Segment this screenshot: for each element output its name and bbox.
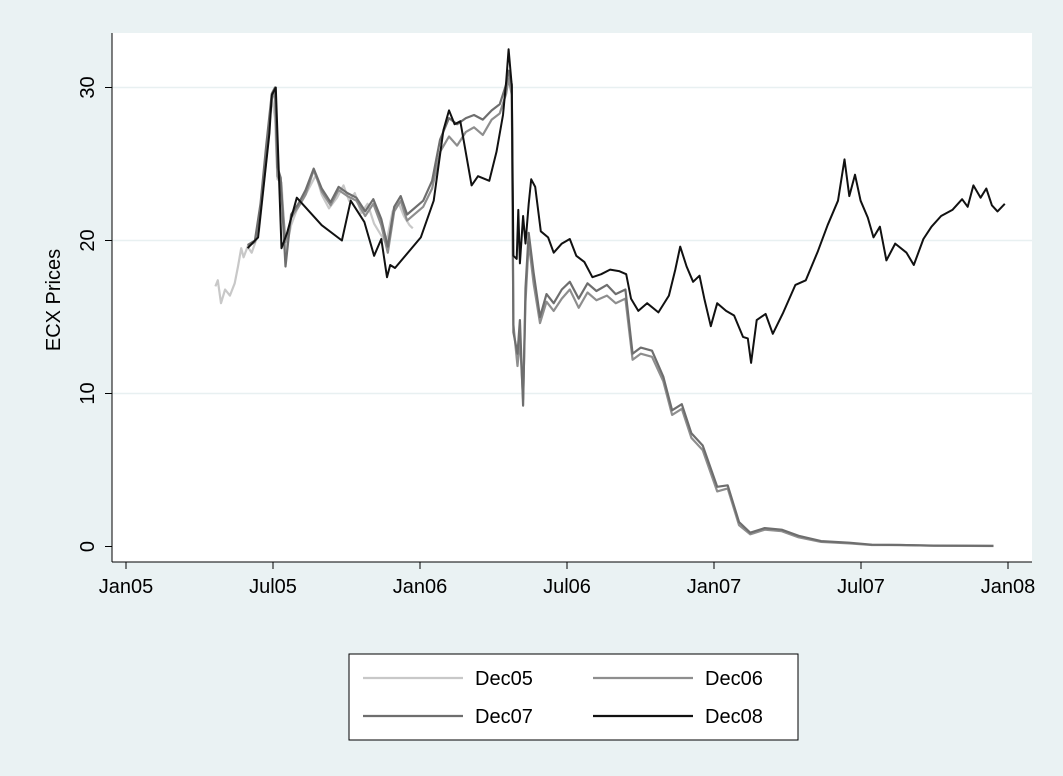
x-tick-label: Jan05: [99, 576, 154, 598]
series-line-dec08: [246, 48, 1006, 364]
series-layer: [214, 48, 1006, 548]
grid-lines: [112, 86, 1032, 395]
legend-label-dec08: Dec08: [705, 706, 763, 728]
series-line-dec05: [214, 95, 414, 305]
legend: Dec05 Dec06 Dec07 Dec08: [348, 653, 799, 741]
legend-label-dec06: Dec06: [705, 668, 763, 690]
series-line-dec07: [247, 69, 994, 547]
x-tick-label: Jan08: [981, 576, 1036, 598]
y-tick-label: 20: [77, 229, 99, 251]
x-tick-label: Jan07: [687, 576, 742, 598]
x-tick-label: Jul07: [837, 576, 885, 598]
y-tick-label: 30: [77, 76, 99, 98]
x-axis-ticks: Jan05 Jul05 Jan06 Jul06 Jan07 Jul07 Jan08: [99, 562, 1036, 598]
y-tick-label: 0: [77, 541, 99, 552]
y-axis-label: ECX Prices: [43, 249, 65, 351]
x-tick-label: Jul05: [249, 576, 297, 598]
x-tick-label: Jan06: [393, 576, 448, 598]
plot-area: [112, 33, 1032, 562]
legend-box: [348, 653, 799, 741]
y-tick-label: 10: [77, 382, 99, 404]
legend-label-dec07: Dec07: [475, 706, 533, 728]
y-axis-ticks: 0 10 20 30: [77, 76, 112, 552]
x-tick-label: Jul06: [543, 576, 591, 598]
legend-label-dec05: Dec05: [475, 668, 533, 690]
